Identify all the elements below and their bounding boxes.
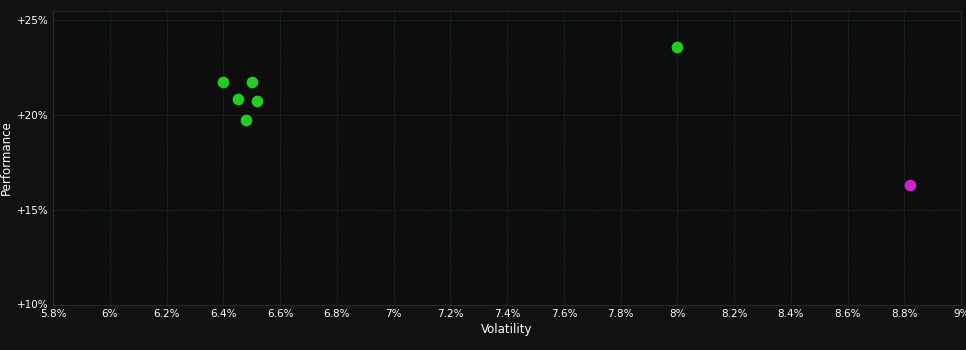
Y-axis label: Performance: Performance [0, 120, 14, 195]
Point [215, 79, 231, 84]
Point [669, 45, 685, 50]
Point [244, 79, 260, 84]
Point [249, 98, 265, 103]
Point [239, 117, 254, 122]
X-axis label: Volatility: Volatility [481, 323, 533, 336]
Point [230, 96, 245, 101]
Point [902, 182, 918, 188]
